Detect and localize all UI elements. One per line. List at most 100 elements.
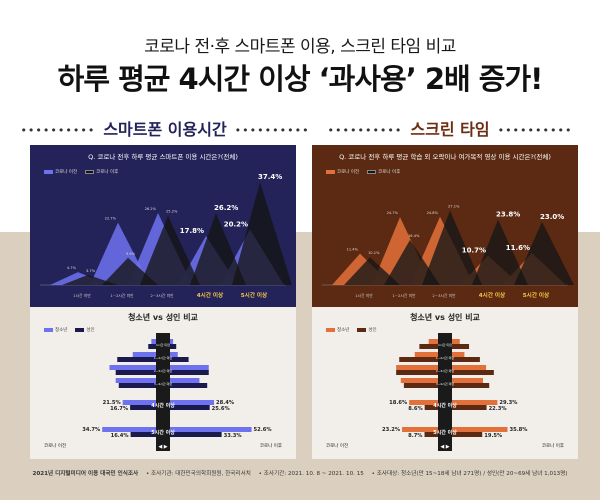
value-label-adult-after: 25.6%	[212, 406, 231, 412]
bar-youth-before	[400, 378, 438, 383]
pyramid-title: 청소년 vs 성인 비교	[128, 313, 198, 322]
value-label-before: 11.4%	[347, 248, 359, 252]
pyramid-category-label: 1시간 미만	[156, 342, 170, 347]
pyramid-legend: 청소년 성인	[326, 327, 377, 333]
bar-youth-before	[414, 352, 438, 357]
bar-adult-before	[424, 432, 438, 437]
value-label-after: 25.2%	[166, 210, 178, 214]
bar-youth-after	[452, 365, 487, 370]
bar-youth-after	[170, 427, 252, 432]
bar-youth-before	[409, 400, 438, 405]
value-label-after: 23.8%	[496, 211, 520, 219]
value-label-adult-after: 33.3%	[224, 433, 243, 439]
footer-target: • 조사대상: 청소년(만 15~18세 남녀 271명) / 성인(만 20~…	[371, 471, 568, 477]
area-peak-after	[344, 257, 400, 285]
value-label-after: 3.7%	[86, 269, 96, 273]
area-peak-after	[190, 212, 246, 285]
value-label-adult-before: 16.4%	[111, 433, 130, 439]
category-label: 1~2시간 미만	[110, 293, 134, 298]
bar-adult-before	[403, 383, 438, 388]
pyramid-legend: 청소년 성인	[44, 327, 95, 333]
value-label-adult-before: 8.7%	[408, 433, 423, 439]
bar-adult-before	[117, 357, 156, 362]
section-title-screentime: •••••••••• 스크린 타임 ••••••••••	[327, 120, 573, 139]
axis-label-before: 코로나 이전	[44, 442, 66, 449]
pyramid-category-label: 3~4시간 미만	[436, 381, 455, 386]
value-label-before: 10.7%	[462, 247, 486, 255]
header: 코로나 전·후 스마트폰 이용, 스크린 타임 비교 하루 평균 4시간 이상 …	[0, 0, 600, 112]
pyramid-category-label: 5시간 이상	[433, 429, 457, 436]
footer-org: • 조사기관: 대한민국의학회원원, 한국리서치	[145, 471, 251, 477]
value-label-youth-after: 29.3%	[499, 400, 518, 406]
axis-label-after: 코로나 이후	[260, 442, 282, 449]
divider-dots-left: ••••••••••	[20, 124, 96, 137]
bar-adult-before	[130, 405, 156, 410]
value-label-before: 20.2%	[224, 220, 248, 228]
bar-adult-after	[170, 357, 189, 362]
value-label-before: 4.7%	[67, 266, 77, 270]
value-label-youth-before: 21.5%	[103, 400, 122, 406]
bar-adult-after	[452, 344, 470, 349]
legend-before: 코로나 이전	[326, 169, 359, 175]
divider-dots-right: ••••••••••	[234, 124, 310, 137]
legend-adult: 성인	[75, 327, 95, 333]
pyramid-category-label: 5시간 이상	[151, 429, 175, 436]
chart-question: Q. 코로나 전후 하루 평균 학습 외 오락이나 여가목적 영상 이용 시간은…	[339, 153, 551, 161]
bar-youth-before	[115, 378, 156, 383]
category-label: 4시간 이상	[479, 291, 506, 299]
value-label-after: 9.9%	[126, 252, 136, 256]
bar-youth-after	[170, 352, 178, 357]
category-label: 5시간 이상	[523, 291, 550, 299]
axis-label-before: 코로나 이전	[326, 442, 348, 449]
screentime-area-chart: 11.4% 24.7% 24.8% 10.7% 11.6% 10.1% 16.4% 27.1%…	[322, 204, 574, 299]
area-peak-after	[62, 274, 118, 285]
bar-youth-after	[452, 400, 498, 405]
footer-source: 2021년 디지털미디어 이용 대국민 인식조사 • 조사기관: 대한민국의학회…	[0, 469, 600, 477]
value-label-after: 10.1%	[368, 251, 380, 255]
pyramid-category-label: 1시간 미만	[438, 342, 452, 347]
bar-youth-after	[170, 339, 174, 344]
bar-adult-after	[170, 405, 210, 410]
value-label-after: 16.4%	[408, 234, 420, 238]
section-title-smartphone: •••••••••• 스마트폰 이용시간 ••••••••••	[20, 120, 310, 139]
area-peak-after	[472, 219, 528, 285]
pyramid-category-label: 2~3시간 미만	[436, 368, 455, 373]
chart-legend: 코로나 이전 코로나 이후	[44, 169, 118, 175]
bar-youth-before	[132, 352, 156, 357]
legend-youth: 청소년	[326, 327, 349, 333]
bar-youth-before	[151, 339, 156, 344]
pyramid-category-label: 2~3시간 미만	[154, 368, 173, 373]
bar-adult-after	[170, 432, 222, 437]
pyramid-center-axis	[156, 333, 170, 451]
bar-youth-before	[109, 365, 156, 370]
bar-adult-after	[452, 405, 487, 410]
value-label-after: 37.4%	[258, 173, 282, 181]
bar-youth-after	[452, 378, 483, 383]
value-label-before: 22.7%	[105, 217, 117, 221]
value-label-adult-after: 22.3%	[489, 406, 508, 412]
pyramid-category-label: 4시간 이상	[433, 402, 457, 409]
smartphone-area-chart: 4.7% 22.7% 26.2% 17.8% 20.2% 3.7% 9.9% 25.2% 26.…	[40, 173, 292, 299]
bar-adult-before	[130, 432, 156, 437]
bar-youth-before	[428, 339, 438, 344]
value-label-before: 26.2%	[145, 207, 157, 211]
value-label-youth-after: 35.8%	[509, 427, 528, 433]
area-peak-after	[232, 182, 292, 285]
bar-adult-before	[115, 370, 156, 375]
legend-adult: 성인	[357, 327, 377, 333]
area-peak-after	[140, 215, 200, 285]
bar-adult-before	[118, 383, 156, 388]
value-label-before: 24.7%	[387, 211, 399, 215]
footer-period: • 조사기간: 2021. 10. 8 ~ 2021. 10. 15	[258, 471, 364, 477]
value-label-adult-before: 8.6%	[408, 406, 423, 412]
bar-adult-after	[452, 432, 483, 437]
value-label-before: 17.8%	[180, 227, 204, 235]
bar-youth-before	[102, 427, 156, 432]
legend-before: 코로나 이전	[44, 169, 77, 175]
value-label-youth-before: 23.2%	[382, 427, 401, 433]
pyramid-category-label: 3~4시간 미만	[154, 381, 173, 386]
axis-arrows-icon: ◀ ▶	[158, 444, 167, 450]
value-label-before: 24.8%	[427, 211, 439, 215]
axis-label-after: 코로나 이후	[542, 442, 564, 449]
axis-arrows-icon: ◀ ▶	[440, 444, 449, 450]
